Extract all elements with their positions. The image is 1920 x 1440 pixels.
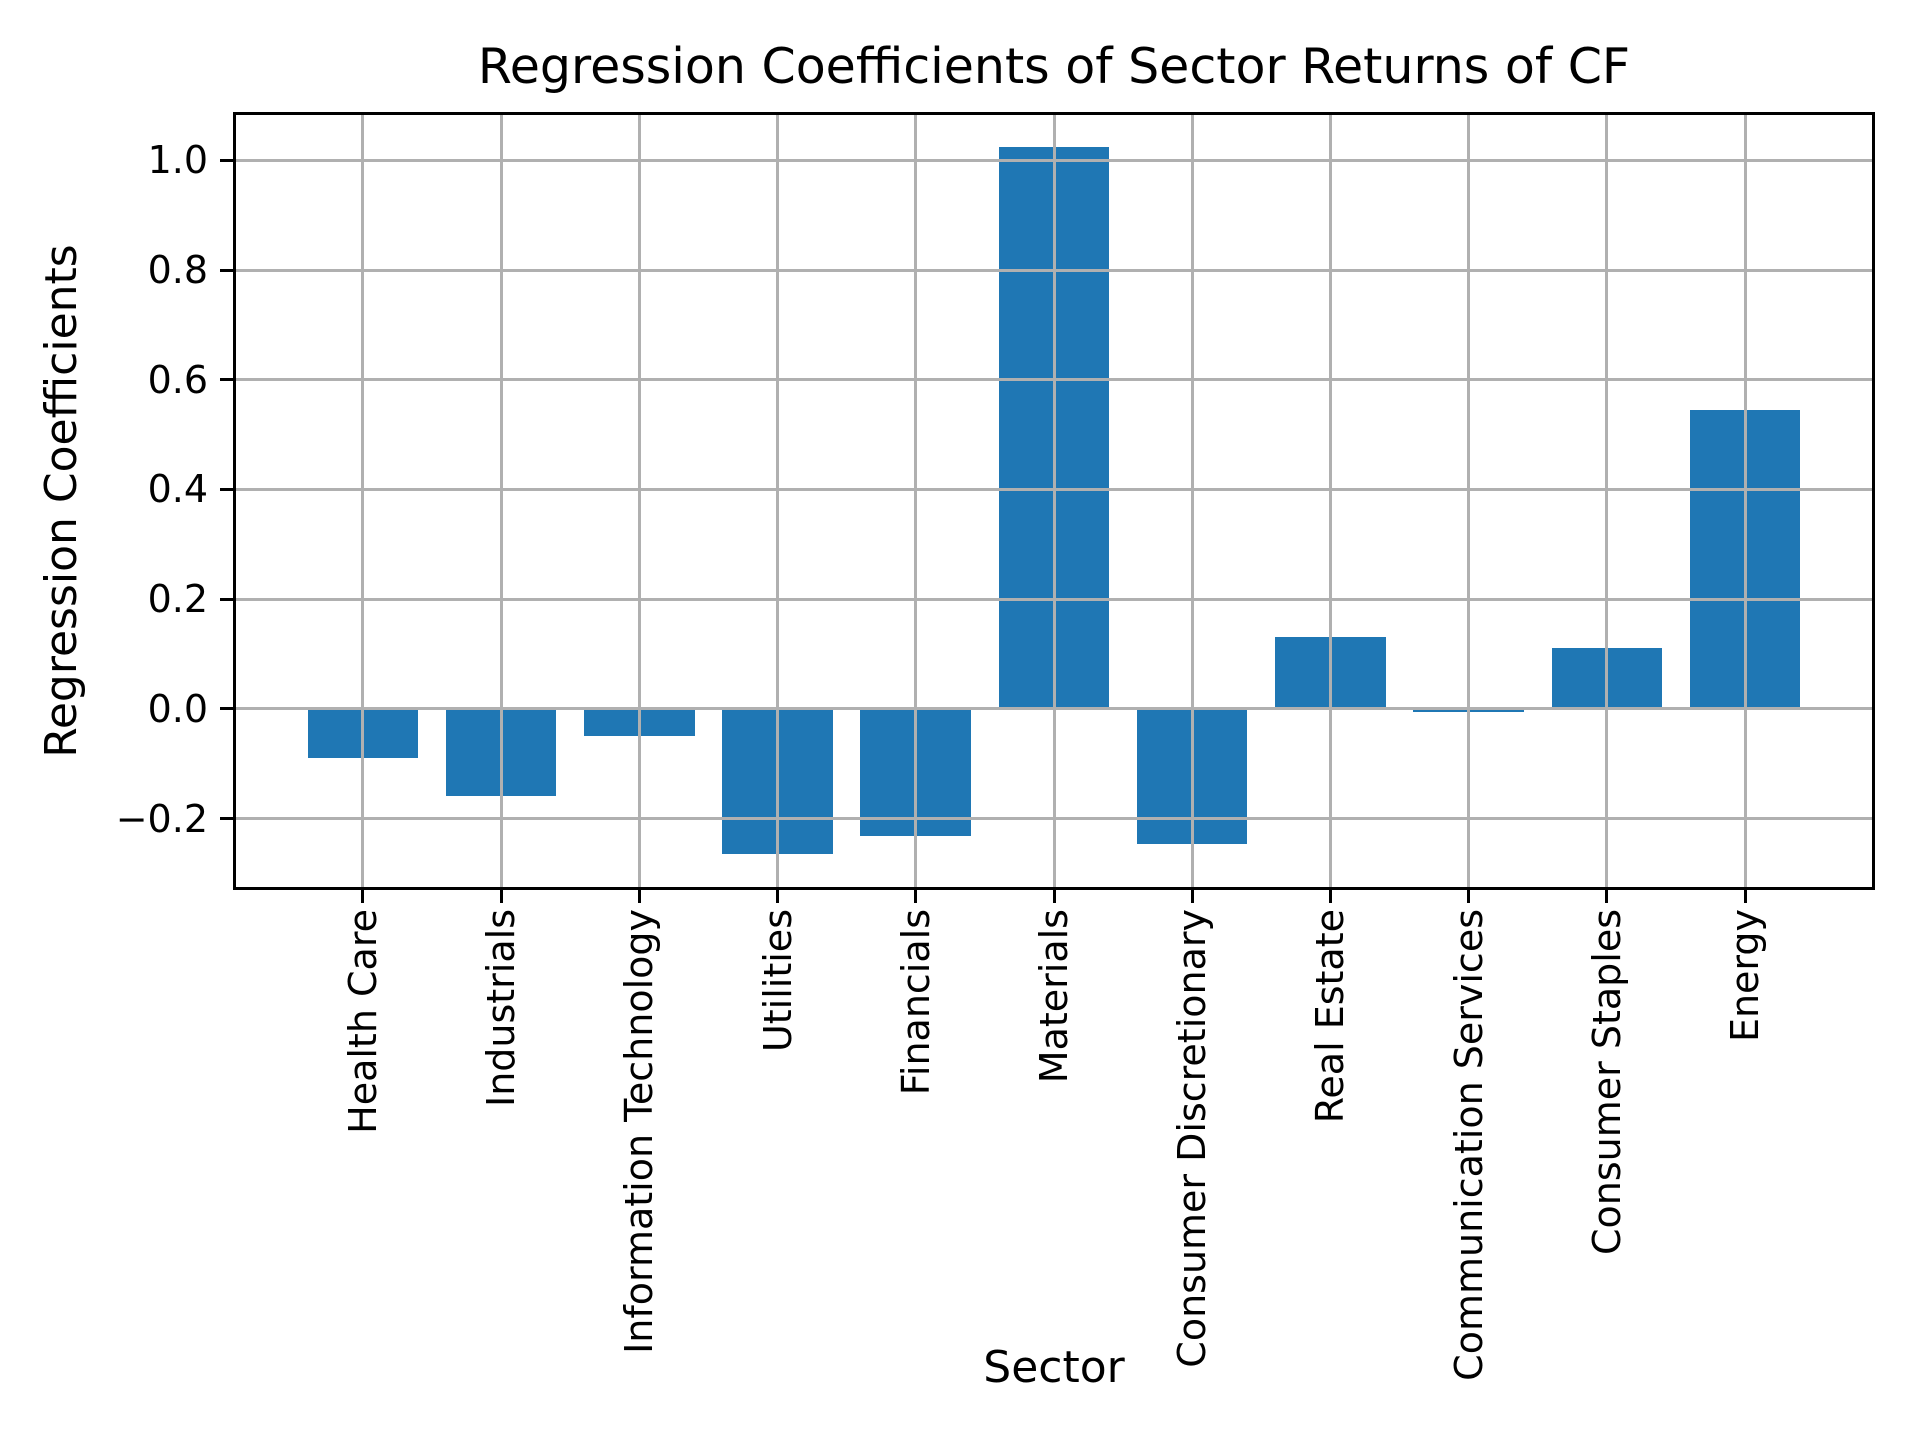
y-tick-mark	[220, 268, 233, 272]
x-gridline	[776, 112, 780, 890]
x-tick-label: Materials	[1032, 909, 1076, 1084]
x-tick-mark	[1743, 890, 1747, 903]
y-tick-label: 0.2	[147, 577, 208, 622]
y-tick-mark	[220, 707, 233, 711]
x-gridline	[1467, 112, 1471, 890]
y-tick-mark	[220, 158, 233, 162]
x-tick-label: Real Estate	[1308, 909, 1353, 1124]
x-tick-label: Health Care	[340, 909, 385, 1134]
x-tick-mark	[361, 890, 365, 903]
x-gridline	[1743, 112, 1747, 890]
x-tick-mark	[1190, 890, 1194, 903]
x-gridline	[914, 112, 918, 890]
x-axis-label: Sector	[983, 1342, 1125, 1393]
y-tick-label: 0.4	[147, 467, 208, 512]
x-tick-mark	[1328, 890, 1332, 903]
x-gridline	[361, 112, 365, 890]
y-tick-label: −0.2	[115, 796, 208, 841]
y-tick-label: 0.6	[147, 357, 208, 402]
x-tick-label: Industrials	[479, 909, 524, 1108]
plot-area	[233, 112, 1875, 890]
x-tick-mark	[1605, 890, 1609, 903]
y-tick-mark	[220, 597, 233, 601]
x-gridline	[1190, 112, 1194, 890]
y-tick-label: 1.0	[147, 138, 208, 183]
y-tick-mark	[220, 487, 233, 491]
x-tick-label: Communication Services	[1446, 909, 1491, 1381]
x-tick-label: Consumer Staples	[1584, 909, 1629, 1256]
x-tick-label: Financials	[893, 909, 938, 1096]
x-gridline	[499, 112, 503, 890]
x-tick-label: Information Technology	[617, 909, 662, 1354]
x-tick-label: Consumer Discretionary	[1170, 909, 1215, 1368]
x-tick-mark	[914, 890, 918, 903]
x-tick-label: Energy	[1723, 909, 1768, 1043]
y-tick-label: 0.0	[147, 686, 208, 731]
x-tick-mark	[1467, 890, 1471, 903]
x-tick-mark	[776, 890, 780, 903]
x-gridline	[1328, 112, 1332, 890]
x-tick-mark	[1052, 890, 1056, 903]
x-gridline	[637, 112, 641, 890]
x-tick-mark	[499, 890, 503, 903]
y-tick-label: 0.8	[147, 248, 208, 292]
y-tick-mark	[220, 817, 233, 821]
x-gridline	[1605, 112, 1609, 890]
x-gridline	[1052, 112, 1056, 890]
x-tick-mark	[637, 890, 641, 903]
y-tick-mark	[220, 378, 233, 382]
chart-title: Regression Coefficients of Sector Return…	[477, 38, 1631, 95]
x-tick-label: Utilities	[755, 909, 800, 1053]
